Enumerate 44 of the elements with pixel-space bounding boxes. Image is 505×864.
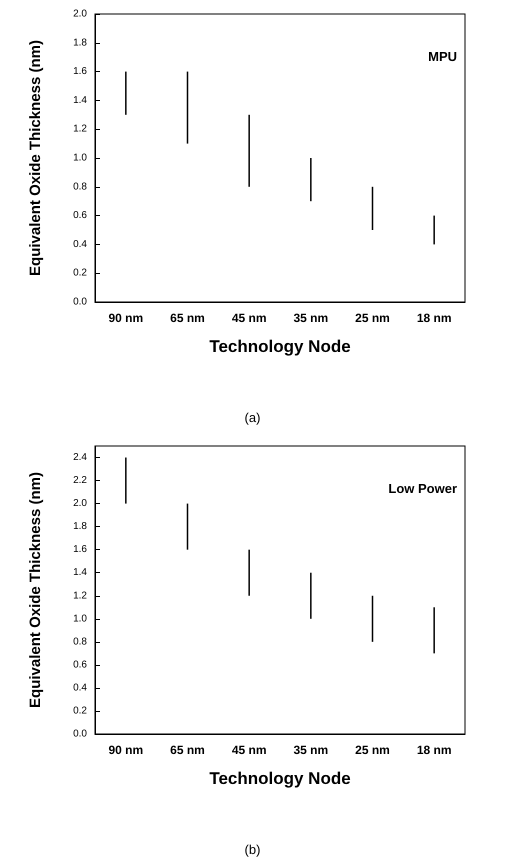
y-tick-label: 2.4: [73, 452, 88, 464]
y-tick-label: 2.0: [73, 8, 88, 20]
y-tick-label: 1.0: [73, 613, 88, 624]
x-tick-label: 35 nm: [293, 743, 328, 757]
x-tick-label: 90 nm: [108, 743, 144, 757]
y-tick-label: 0.2: [73, 705, 88, 716]
y-tick-label: 1.6: [73, 544, 88, 556]
y-tick-label: 1.8: [73, 521, 88, 532]
x-tick-label: 35 nm: [293, 311, 328, 325]
y-tick-label: 1.8: [73, 37, 88, 48]
y-axis-title: Equivalent Oxide Thickness (nm): [27, 472, 44, 708]
y-tick-label: 1.2: [73, 590, 88, 602]
x-axis-title: Technology Node: [209, 337, 351, 356]
x-axis-title: Technology Node: [209, 769, 351, 788]
x-tick-label: 25 nm: [355, 311, 390, 325]
x-tick-label: 65 nm: [170, 743, 205, 757]
y-tick-label: 0.8: [73, 636, 88, 648]
y-tick-label: 2.0: [73, 498, 88, 510]
x-tick-label: 90 nm: [108, 311, 144, 325]
y-tick-label: 0.0: [73, 728, 88, 740]
y-tick-label: 0.0: [73, 296, 88, 308]
y-tick-label: 1.4: [73, 94, 88, 106]
x-tick-label: 25 nm: [355, 743, 390, 757]
text: (a): [244, 410, 260, 425]
x-tick-label: 18 nm: [416, 311, 452, 325]
x-tick-label: 65 nm: [170, 311, 205, 325]
annotation: Low Power: [388, 481, 458, 496]
y-tick-label: 2.2: [73, 475, 88, 486]
x-tick-label: 45 nm: [232, 311, 267, 325]
x-tick-label: 18 nm: [416, 743, 452, 757]
y-tick-label: 1.2: [73, 124, 88, 135]
annotation: MPU: [428, 49, 457, 64]
y-tick-label: 0.6: [73, 210, 88, 222]
y-tick-label: 0.6: [73, 659, 88, 670]
y-tick-label: 1.4: [73, 567, 88, 578]
y-tick-label: 0.8: [73, 181, 88, 192]
y-tick-label: 0.2: [73, 268, 88, 279]
y-tick-label: 0.4: [73, 682, 88, 694]
x-tick-label: 45 nm: [232, 743, 267, 757]
y-axis-title: Equivalent Oxide Thickness (nm): [27, 40, 44, 276]
y-tick-label: 1.0: [73, 152, 88, 164]
y-tick-label: 1.6: [73, 66, 88, 78]
text: (b): [244, 842, 260, 857]
y-tick-label: 0.4: [73, 238, 88, 250]
